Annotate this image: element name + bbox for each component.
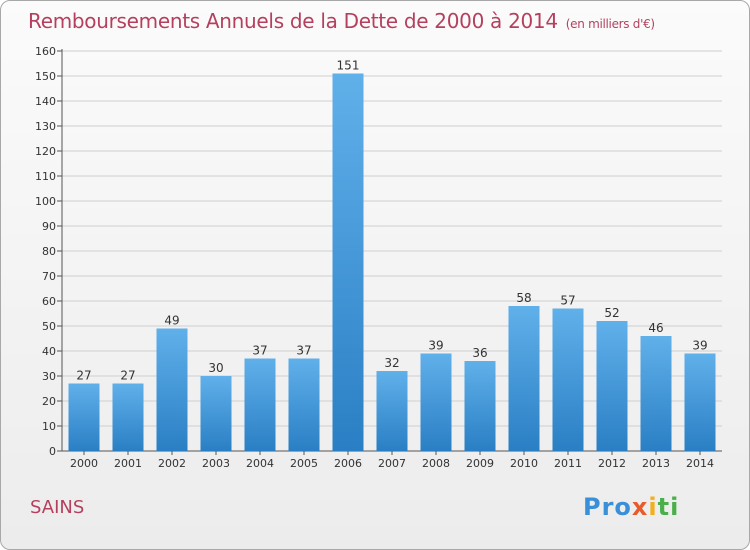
chart-title: Remboursements Annuels de la Dette de 20… [28,9,655,33]
x-tick-label: 2005 [290,457,318,470]
data-label: 32 [384,356,399,370]
y-tick-label: 30 [42,370,56,383]
bar [332,73,364,451]
data-label: 30 [208,361,223,375]
y-tick-label: 120 [35,145,56,158]
y-tick-label: 110 [35,170,56,183]
bar [68,383,100,451]
x-tick-label: 2001 [114,457,142,470]
chart-unit-note: (en milliers d'€) [565,17,655,31]
y-tick-label: 50 [42,320,56,333]
x-tick-label: 2013 [642,457,670,470]
bar [156,328,188,451]
x-tick-label: 2007 [378,457,406,470]
y-tick-label: 80 [42,245,56,258]
x-tick-label: 2009 [466,457,494,470]
y-tick-label: 90 [42,220,56,233]
data-label: 57 [560,294,575,308]
y-tick-label: 100 [35,195,56,208]
chart-title-text: Remboursements Annuels de la Dette de 20… [28,9,558,33]
bar [464,361,496,451]
logo-part-2: x [631,493,649,521]
commune-name: SAINS [30,497,85,518]
bar [640,336,672,451]
data-label: 27 [76,369,91,383]
bar [420,353,452,451]
x-tick-label: 2003 [202,457,230,470]
y-tick-label: 130 [35,120,56,133]
data-label: 49 [164,314,179,328]
logo-part-3: i [648,493,658,521]
data-label: 39 [428,339,443,353]
y-tick-label: 40 [42,345,56,358]
bar [244,358,276,451]
proxiti-logo: Proxiti [583,493,679,521]
y-tick-label: 140 [35,95,56,108]
x-tick-label: 2002 [158,457,186,470]
x-tick-label: 2010 [510,457,538,470]
x-tick-label: 2011 [554,457,582,470]
data-label: 151 [337,59,360,73]
data-label: 52 [604,306,619,320]
data-label: 58 [516,291,531,305]
x-tick-label: 2012 [598,457,626,470]
bar [288,358,320,451]
bar [112,383,144,451]
y-tick-label: 60 [42,295,56,308]
data-label: 37 [296,344,311,358]
y-tick-label: 160 [35,45,56,58]
data-label: 46 [648,321,663,335]
x-tick-label: 2006 [334,457,362,470]
y-tick-label: 70 [42,270,56,283]
y-tick-label: 10 [42,420,56,433]
x-tick-label: 2014 [686,457,714,470]
logo-part-1: Pro [583,493,632,521]
y-tick-label: 0 [49,445,56,458]
data-label: 37 [252,344,267,358]
x-tick-label: 2008 [422,457,450,470]
data-label: 39 [692,339,707,353]
bar [200,376,232,451]
bar [508,306,540,451]
bar [596,321,628,451]
data-label: 27 [120,369,135,383]
bar [552,308,584,451]
y-tick-label: 20 [42,395,56,408]
data-label: 36 [472,346,487,360]
bar [376,371,408,451]
y-tick-label: 150 [35,70,56,83]
x-tick-label: 2004 [246,457,274,470]
bar [684,353,716,451]
logo-part-4: ti [657,493,680,521]
x-tick-label: 2000 [70,457,98,470]
